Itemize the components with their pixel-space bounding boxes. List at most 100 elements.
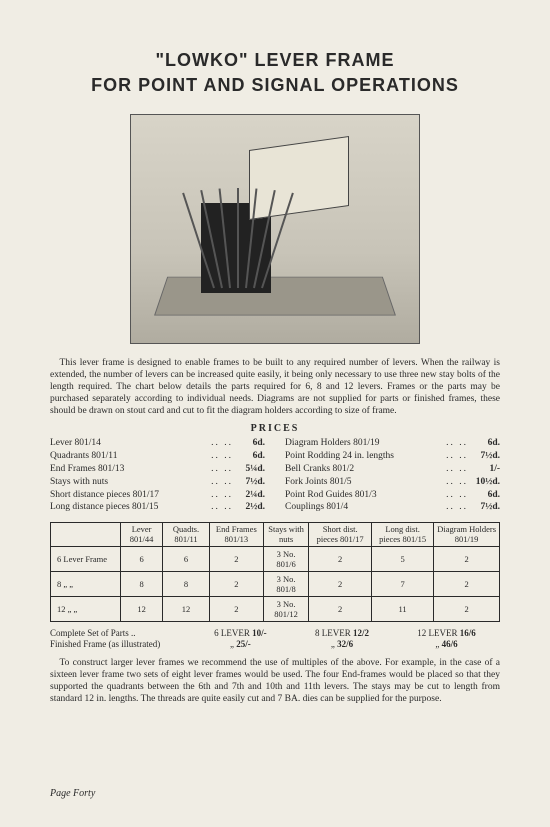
price-row: Lever 801/14.. ..6d. [50, 437, 265, 450]
price-row: Point Rod Guides 801/3.. ..6d. [285, 489, 500, 502]
set-name: 6 LEVER [214, 628, 252, 638]
spec-cell: 8 [163, 571, 210, 596]
page-number: Page Forty [50, 788, 95, 799]
price-row: Long distance pieces 801/15.. ..2½d. [50, 501, 265, 514]
spec-row-header: 6 Lever Frame [51, 546, 121, 571]
spec-cell: 2 [434, 546, 500, 571]
price-dots: .. .. [207, 450, 237, 463]
spec-col-header [51, 523, 121, 547]
price-row: Quadrants 801/11.. ..6d. [50, 450, 265, 463]
price-dots: .. .. [442, 463, 472, 476]
price-dots: .. .. [207, 437, 237, 450]
price-label: Short distance pieces 801/17 [50, 489, 207, 502]
price-value: 2½d. [237, 501, 265, 514]
spec-cell: 12 [121, 596, 163, 621]
spec-cell: 2 [209, 546, 263, 571]
set-price-parts: 16/6 [460, 628, 476, 638]
spec-row-header: 8 „ „ [51, 571, 121, 596]
spec-col-header: End Frames 801/13 [209, 523, 263, 547]
spec-cell: 3 No. 801/6 [263, 546, 309, 571]
price-value: 10½d. [472, 476, 500, 489]
price-label: Quadrants 801/11 [50, 450, 207, 463]
price-label: Couplings 801/4 [285, 501, 442, 514]
set-price-parts: 12/2 [353, 628, 369, 638]
table-row: 12 „ „121223 No. 801/122112 [51, 596, 500, 621]
spec-col-header: Lever 801/44 [121, 523, 163, 547]
page-title: "LOWKO" LEVER FRAME FOR POINT AND SIGNAL… [50, 50, 500, 96]
spec-cell: 11 [371, 596, 433, 621]
spec-col-header: Long dist. pieces 801/15 [371, 523, 433, 547]
set-price-group: 6 LEVER 10/-„ 25/- [214, 628, 267, 651]
price-label: Diagram Holders 801/19 [285, 437, 442, 450]
price-value: 7½d. [472, 450, 500, 463]
spec-cell: 2 [309, 571, 372, 596]
outro-paragraph: To construct larger lever frames we reco… [50, 658, 500, 706]
price-column-right: Diagram Holders 801/19.. ..6d.Point Rodd… [275, 437, 500, 514]
set-labels: Complete Set of Parts .. Finished Frame … [50, 628, 190, 651]
price-row: Couplings 801/4.. ..7½d. [285, 501, 500, 514]
spec-col-header: Quadts. 801/11 [163, 523, 210, 547]
set-price-finished: 46/6 [442, 639, 458, 649]
price-row: Stays with nuts.. ..7½d. [50, 476, 265, 489]
set-label-finished: Finished Frame (as illustrated) [50, 639, 190, 650]
price-label: Fork Joints 801/5 [285, 476, 442, 489]
spec-cell: 2 [434, 596, 500, 621]
spec-cell: 5 [371, 546, 433, 571]
set-price-group: 8 LEVER 12/2„ 32/6 [315, 628, 369, 651]
price-row: Short distance pieces 801/17.. ..2¼d. [50, 489, 265, 502]
price-dots: .. .. [442, 489, 472, 502]
title-line-1: "LOWKO" LEVER FRAME [50, 50, 500, 71]
prices-heading: PRICES [50, 423, 500, 434]
price-label: Bell Cranks 801/2 [285, 463, 442, 476]
price-dots: .. .. [442, 476, 472, 489]
price-value: 7½d. [237, 476, 265, 489]
price-label: Lever 801/14 [50, 437, 207, 450]
price-row: Point Rodding 24 in. lengths.. ..7½d. [285, 450, 500, 463]
price-value: 6d. [472, 489, 500, 502]
price-dots: .. .. [442, 437, 472, 450]
price-value: 2¼d. [237, 489, 265, 502]
price-column-left: Lever 801/14.. ..6d.Quadrants 801/11.. .… [50, 437, 275, 514]
spec-col-header: Short dist. pieces 801/17 [309, 523, 372, 547]
spec-cell: 8 [121, 571, 163, 596]
price-row: Fork Joints 801/5.. ..10½d. [285, 476, 500, 489]
price-row: Diagram Holders 801/19.. ..6d. [285, 437, 500, 450]
intro-paragraph: This lever frame is designed to enable f… [50, 358, 500, 417]
set-price-finished: 32/6 [337, 639, 353, 649]
price-dots: .. .. [207, 501, 237, 514]
price-dots: .. .. [442, 450, 472, 463]
price-label: Stays with nuts [50, 476, 207, 489]
product-photo [130, 114, 420, 344]
price-label: Point Rodding 24 in. lengths [285, 450, 442, 463]
price-label: End Frames 801/13 [50, 463, 207, 476]
spec-col-header: Diagram Holders 801/19 [434, 523, 500, 547]
price-value: 6d. [237, 450, 265, 463]
price-value: 7½d. [472, 501, 500, 514]
spec-cell: 2 [209, 571, 263, 596]
spec-table: Lever 801/44Quadts. 801/11End Frames 801… [50, 522, 500, 622]
title-line-2: FOR POINT AND SIGNAL OPERATIONS [50, 75, 500, 96]
price-value: 6d. [472, 437, 500, 450]
set-name: 12 LEVER [417, 628, 460, 638]
price-value: 1/- [472, 463, 500, 476]
table-row: 6 Lever Frame6623 No. 801/6252 [51, 546, 500, 571]
spec-cell: 2 [309, 546, 372, 571]
price-value: 5¼d. [237, 463, 265, 476]
set-label-parts: Complete Set of Parts .. [50, 628, 190, 639]
set-name: 8 LEVER [315, 628, 353, 638]
spec-cell: 12 [163, 596, 210, 621]
price-label: Point Rod Guides 801/3 [285, 489, 442, 502]
price-list: Lever 801/14.. ..6d.Quadrants 801/11.. .… [50, 437, 500, 514]
price-row: End Frames 801/13.. ..5¼d. [50, 463, 265, 476]
price-dots: .. .. [207, 463, 237, 476]
spec-cell: 6 [163, 546, 210, 571]
set-price-parts: 10/- [252, 628, 267, 638]
set-prices: Complete Set of Parts .. Finished Frame … [50, 628, 500, 651]
spec-cell: 2 [309, 596, 372, 621]
spec-cell: 2 [434, 571, 500, 596]
price-value: 6d. [237, 437, 265, 450]
price-dots: .. .. [442, 501, 472, 514]
spec-col-header: Stays with nuts [263, 523, 309, 547]
spec-cell: 6 [121, 546, 163, 571]
table-row: 8 „ „8823 No. 801/8272 [51, 571, 500, 596]
